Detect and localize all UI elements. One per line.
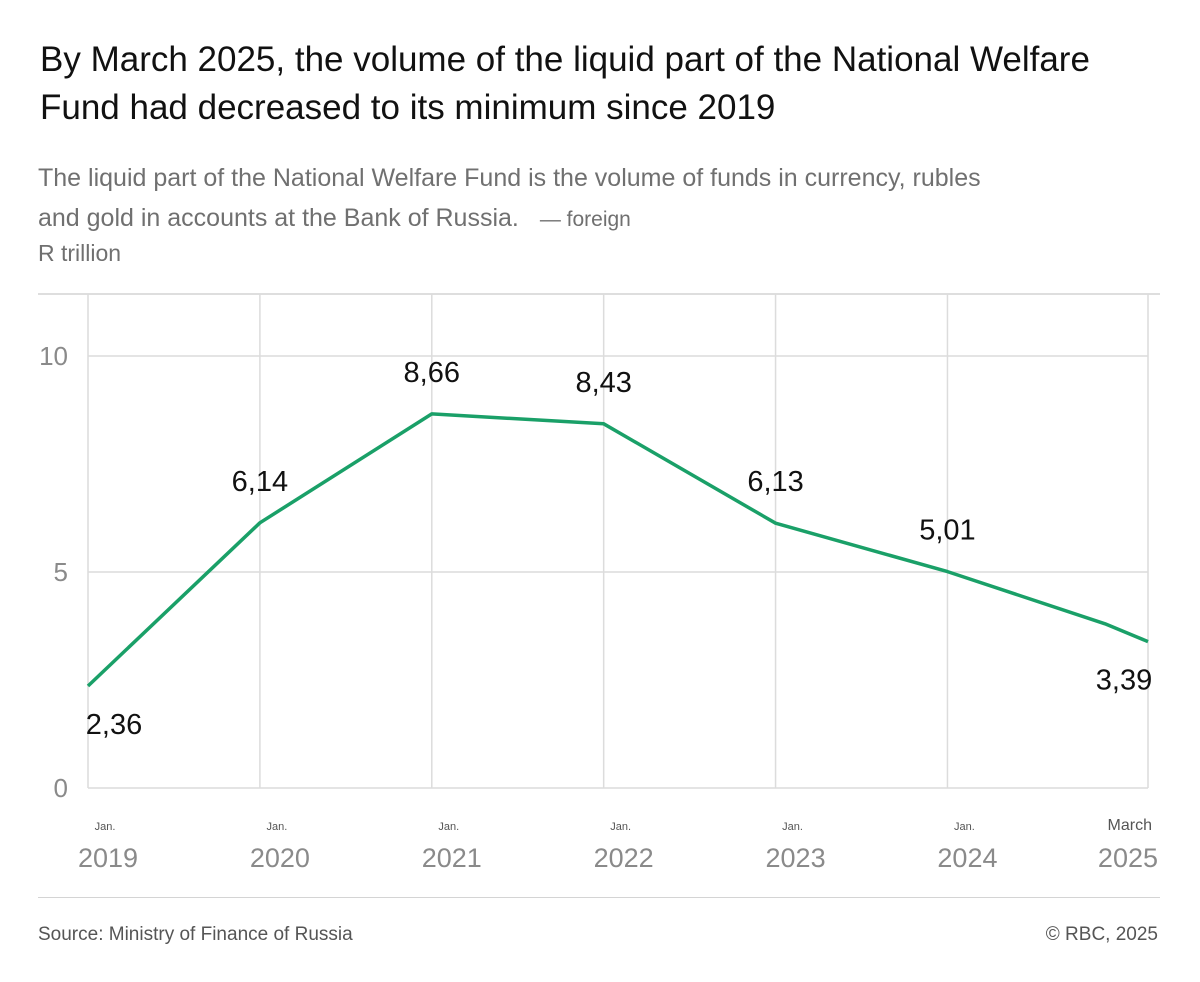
data-label: 3,39 <box>1096 665 1152 697</box>
x-tick-month-label: Jan. <box>438 821 459 833</box>
source-note: Source: Ministry of Finance of Russia <box>38 924 353 945</box>
units-label: R trillion <box>38 240 122 266</box>
y-tick-label: 5 <box>54 557 68 587</box>
x-tick-year-label: 2021 <box>422 843 482 873</box>
subtitle-note: — foreign <box>539 208 631 231</box>
x-tick-month-label: Jan. <box>95 821 116 833</box>
data-label: 6,14 <box>232 466 288 498</box>
copyright-note: © RBC, 2025 <box>1045 924 1158 945</box>
series-line <box>86 412 1149 688</box>
y-tick-label: 0 <box>54 773 68 803</box>
subtitle-text: The liquid part of the National Welfare … <box>38 164 981 232</box>
data-label: 2,36 <box>86 709 142 741</box>
data-label: 8,66 <box>404 357 460 389</box>
y-tick-label: 10 <box>39 341 68 371</box>
chart-subtitle: The liquid part of the National Welfare … <box>38 158 1018 240</box>
x-tick-month-label: Jan. <box>782 821 803 833</box>
x-tick-month-label: March <box>1108 817 1152 834</box>
x-tick-year-label: 2020 <box>250 843 310 873</box>
x-tick-year-label: 2024 <box>937 843 997 873</box>
x-tick-month-label: Jan. <box>610 821 631 833</box>
x-tick-year-label: 2025 <box>1098 843 1158 873</box>
data-label: 6,13 <box>747 466 803 498</box>
data-label: 5,01 <box>919 515 975 547</box>
x-tick-month-label: Jan. <box>266 821 287 833</box>
line-chart: 0 5 10 Jan. 2019 Jan. 2020 Jan. 2021 Jan. 2022 Jan.… <box>38 293 1160 873</box>
x-tick-year-label: 2022 <box>594 843 654 873</box>
chart-title: By March 2025, the volume of the liquid … <box>40 40 1090 127</box>
x-tick-year-label: 2019 <box>78 843 138 873</box>
x-tick-year-label: 2023 <box>766 843 826 873</box>
data-label: 8,43 <box>575 367 631 399</box>
footer-divider <box>38 897 1160 898</box>
x-tick-month-label: Jan. <box>954 821 975 833</box>
